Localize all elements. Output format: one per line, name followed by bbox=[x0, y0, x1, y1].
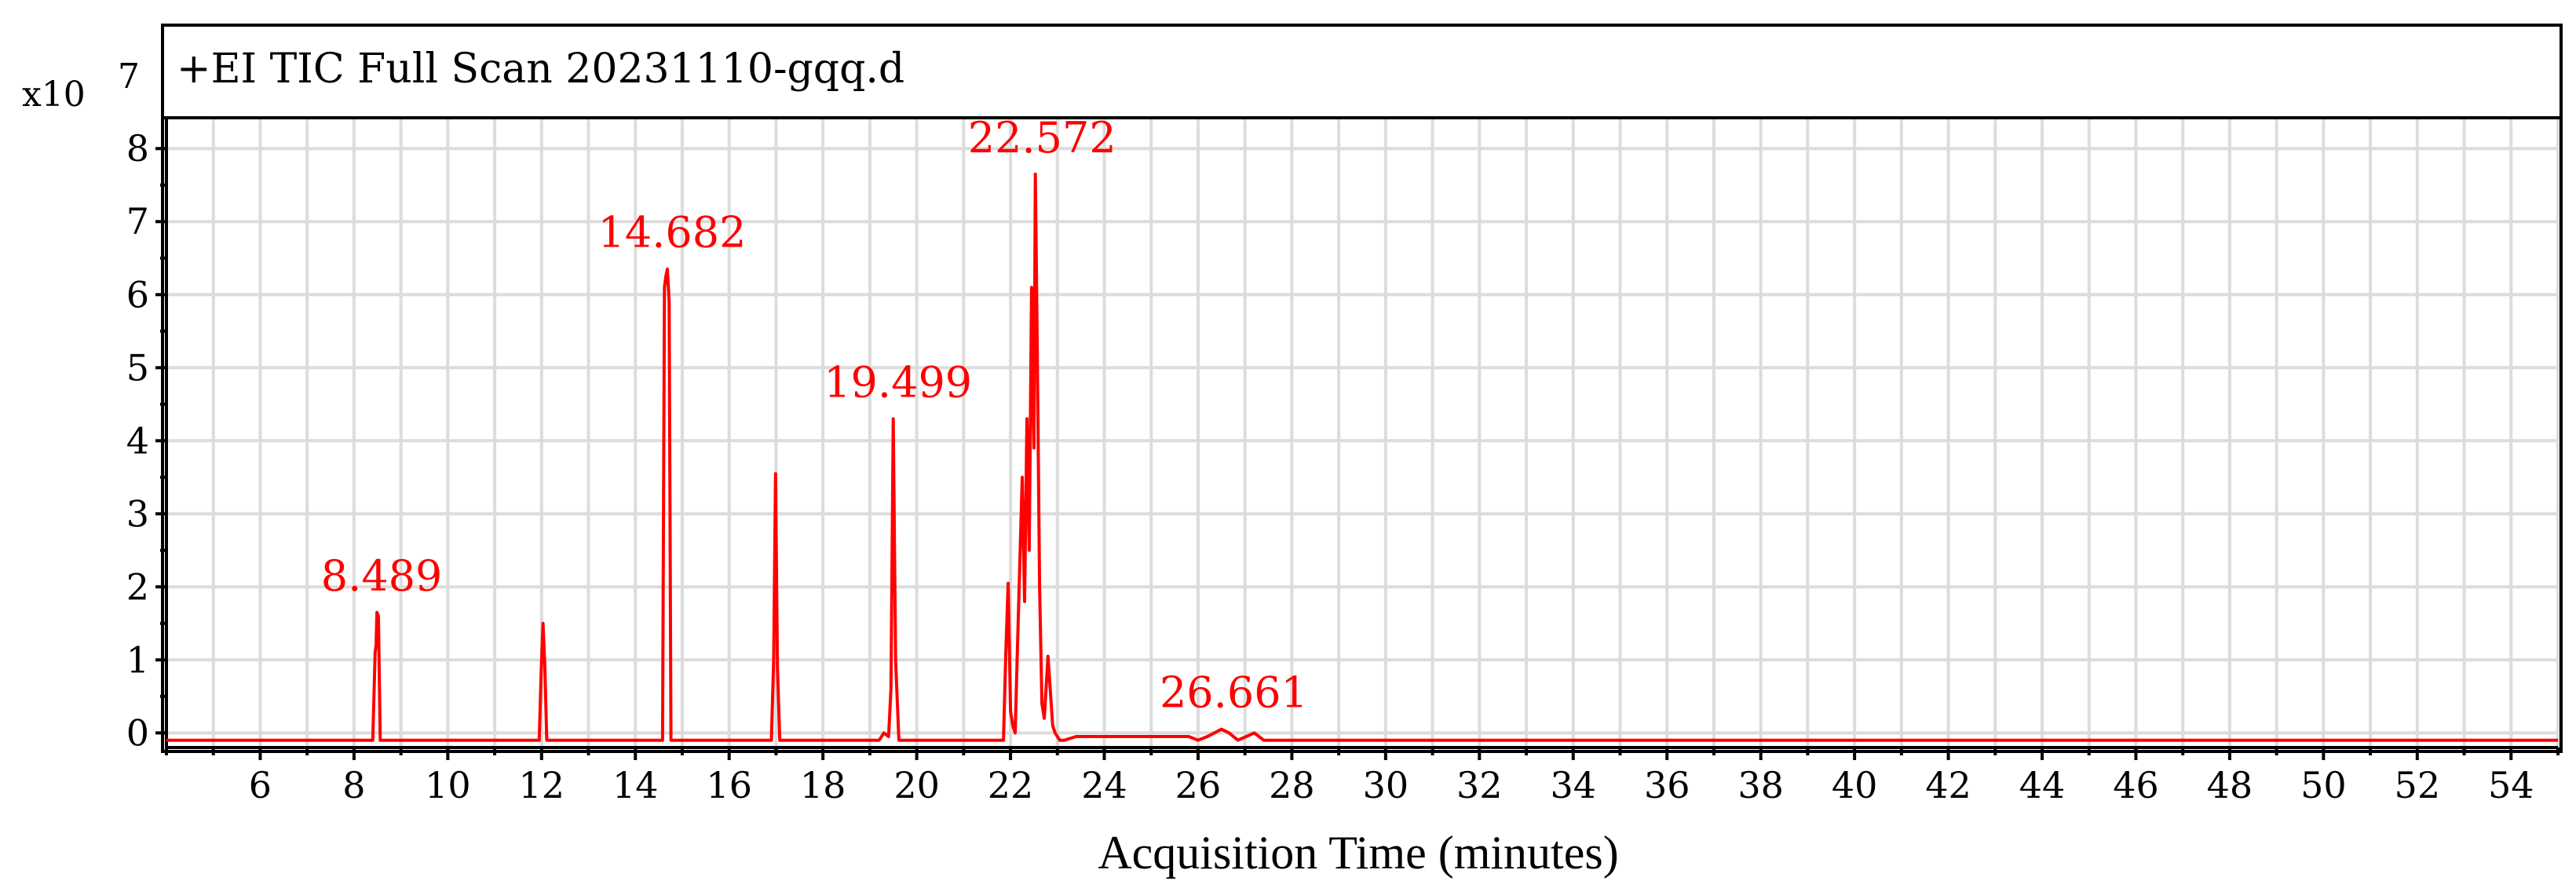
x-axis-title: Acquisition Time (minutes) bbox=[1098, 827, 1618, 879]
x-tick-label: 12 bbox=[519, 764, 565, 806]
y-tick-label: 3 bbox=[126, 492, 149, 535]
x-tick-label: 32 bbox=[1456, 764, 1503, 806]
chart-frame bbox=[161, 24, 2563, 753]
x-tick-label: 40 bbox=[1832, 764, 1878, 806]
x-tick-label: 50 bbox=[2300, 764, 2347, 806]
y-tick-label: 5 bbox=[126, 346, 149, 389]
y-tick-label: 1 bbox=[126, 638, 149, 681]
chart-title: +EI TIC Full Scan 20231110-gqq.d bbox=[177, 46, 904, 93]
x-tick-label: 18 bbox=[800, 764, 846, 806]
x-tick-label: 28 bbox=[1269, 764, 1315, 806]
x-tick-label: 16 bbox=[706, 764, 752, 806]
x-tick-label: 46 bbox=[2113, 764, 2159, 806]
x-tick-label: 20 bbox=[893, 764, 940, 806]
x-tick-label: 10 bbox=[425, 764, 471, 806]
tic-series-line bbox=[166, 172, 2558, 742]
x-tick-label: 42 bbox=[1925, 764, 1971, 806]
x-tick-label: 24 bbox=[1081, 764, 1127, 806]
series-trace bbox=[166, 172, 2558, 742]
peak-labels: 8.489 14.682 19.499 22.572 26.661 bbox=[321, 113, 1308, 718]
y-tick-label: 0 bbox=[126, 711, 149, 754]
y-exponent: 7 bbox=[118, 57, 140, 97]
peak-label: 8.489 bbox=[321, 551, 443, 601]
axes: 6 8 10 12 14 16 18 20 22 24 26 28 30 32 34 36 38 40 42 44 46… bbox=[126, 119, 2560, 806]
x-tick-label: 30 bbox=[1363, 764, 1409, 806]
x-tick-label: 36 bbox=[1644, 764, 1690, 806]
x-tick-label: 22 bbox=[988, 764, 1034, 806]
grid bbox=[165, 119, 2560, 748]
y-tick-label: 2 bbox=[126, 565, 149, 608]
x-tick-label: 14 bbox=[612, 764, 659, 806]
peak-label: 22.572 bbox=[968, 113, 1116, 163]
x-tick-label: 26 bbox=[1175, 764, 1222, 806]
x-tick-label: 52 bbox=[2395, 764, 2441, 806]
x-tick-label: 54 bbox=[2488, 764, 2534, 806]
y-tick-label: 4 bbox=[126, 419, 149, 462]
x-tick-label: 48 bbox=[2207, 764, 2253, 806]
x-tick-label: 8 bbox=[342, 764, 365, 806]
y-tick-label: 6 bbox=[126, 273, 149, 316]
peak-label: 14.682 bbox=[598, 208, 747, 258]
peak-label: 26.661 bbox=[1160, 668, 1308, 718]
x-tick-label: 6 bbox=[249, 764, 272, 806]
x-tick-label: 38 bbox=[1737, 764, 1784, 806]
peak-label: 19.499 bbox=[824, 357, 972, 407]
y-multiplier: x10 bbox=[22, 75, 86, 115]
y-tick-label: 7 bbox=[126, 200, 149, 243]
x-tick-label: 34 bbox=[1550, 764, 1596, 806]
y-tick-label: 8 bbox=[126, 127, 149, 170]
x-tick-label: 44 bbox=[2019, 764, 2066, 806]
